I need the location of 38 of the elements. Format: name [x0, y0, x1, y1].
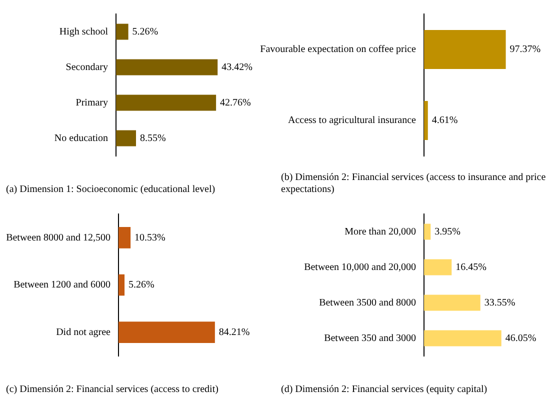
y-tick-label: Secondary — [66, 62, 108, 73]
y-tick-label: Access to agricultural insurance — [288, 115, 417, 126]
data-label: 46.05% — [505, 332, 536, 344]
data-label: 5.26% — [132, 26, 158, 38]
data-label: 8.55% — [140, 132, 166, 144]
bar — [116, 130, 136, 146]
bar — [116, 59, 218, 76]
data-label: 97.37% — [510, 44, 541, 56]
data-label: 84.21% — [218, 326, 250, 338]
y-tick-label: High school — [59, 26, 108, 38]
data-label: 33.55% — [484, 297, 516, 308]
bar — [424, 330, 502, 346]
data-label: 16.45% — [456, 262, 486, 273]
text: (d) Dimensión 2: Financial services (equity capital) — [281, 384, 488, 395]
bar — [424, 224, 431, 240]
text: (c) Dimensión 2: Financial services (access to credit) — [5, 384, 220, 396]
data-label: 4.61% — [432, 115, 458, 126]
y-tick-label: Between 10,000 and 20,000 — [304, 262, 416, 273]
data-label: 10.53% — [134, 232, 166, 244]
bar — [116, 94, 216, 111]
y-tick-label: Between 8000 and 12,500 — [6, 232, 110, 244]
y-tick-label: Did not agree — [56, 326, 112, 338]
y-tick-label: Favourable expectation on coffee price — [260, 44, 417, 56]
y-tick-label: Between 3500 and 8000 — [319, 297, 416, 308]
y-tick-label: No education — [54, 132, 108, 144]
y-tick-label: Primary — [76, 97, 108, 108]
bar — [424, 259, 452, 276]
text: (a) Dimension 1: Socioeconomic (educational level) — [5, 184, 216, 196]
data-label: 3.95% — [434, 226, 460, 238]
text: (b) Dimensión 2: Financial services (access to insurance and price expectations) — [281, 172, 546, 195]
data-label: 43.42% — [222, 62, 252, 73]
data-label: 42.76% — [220, 97, 251, 108]
data-label: 5.26% — [128, 280, 154, 291]
y-tick-label: More than 20,000 — [344, 226, 416, 238]
y-tick-label: Between 350 and 3000 — [324, 332, 416, 344]
y-tick-label: Between 1200 and 6000 — [14, 280, 110, 291]
bar — [116, 24, 128, 40]
bar — [424, 294, 480, 311]
